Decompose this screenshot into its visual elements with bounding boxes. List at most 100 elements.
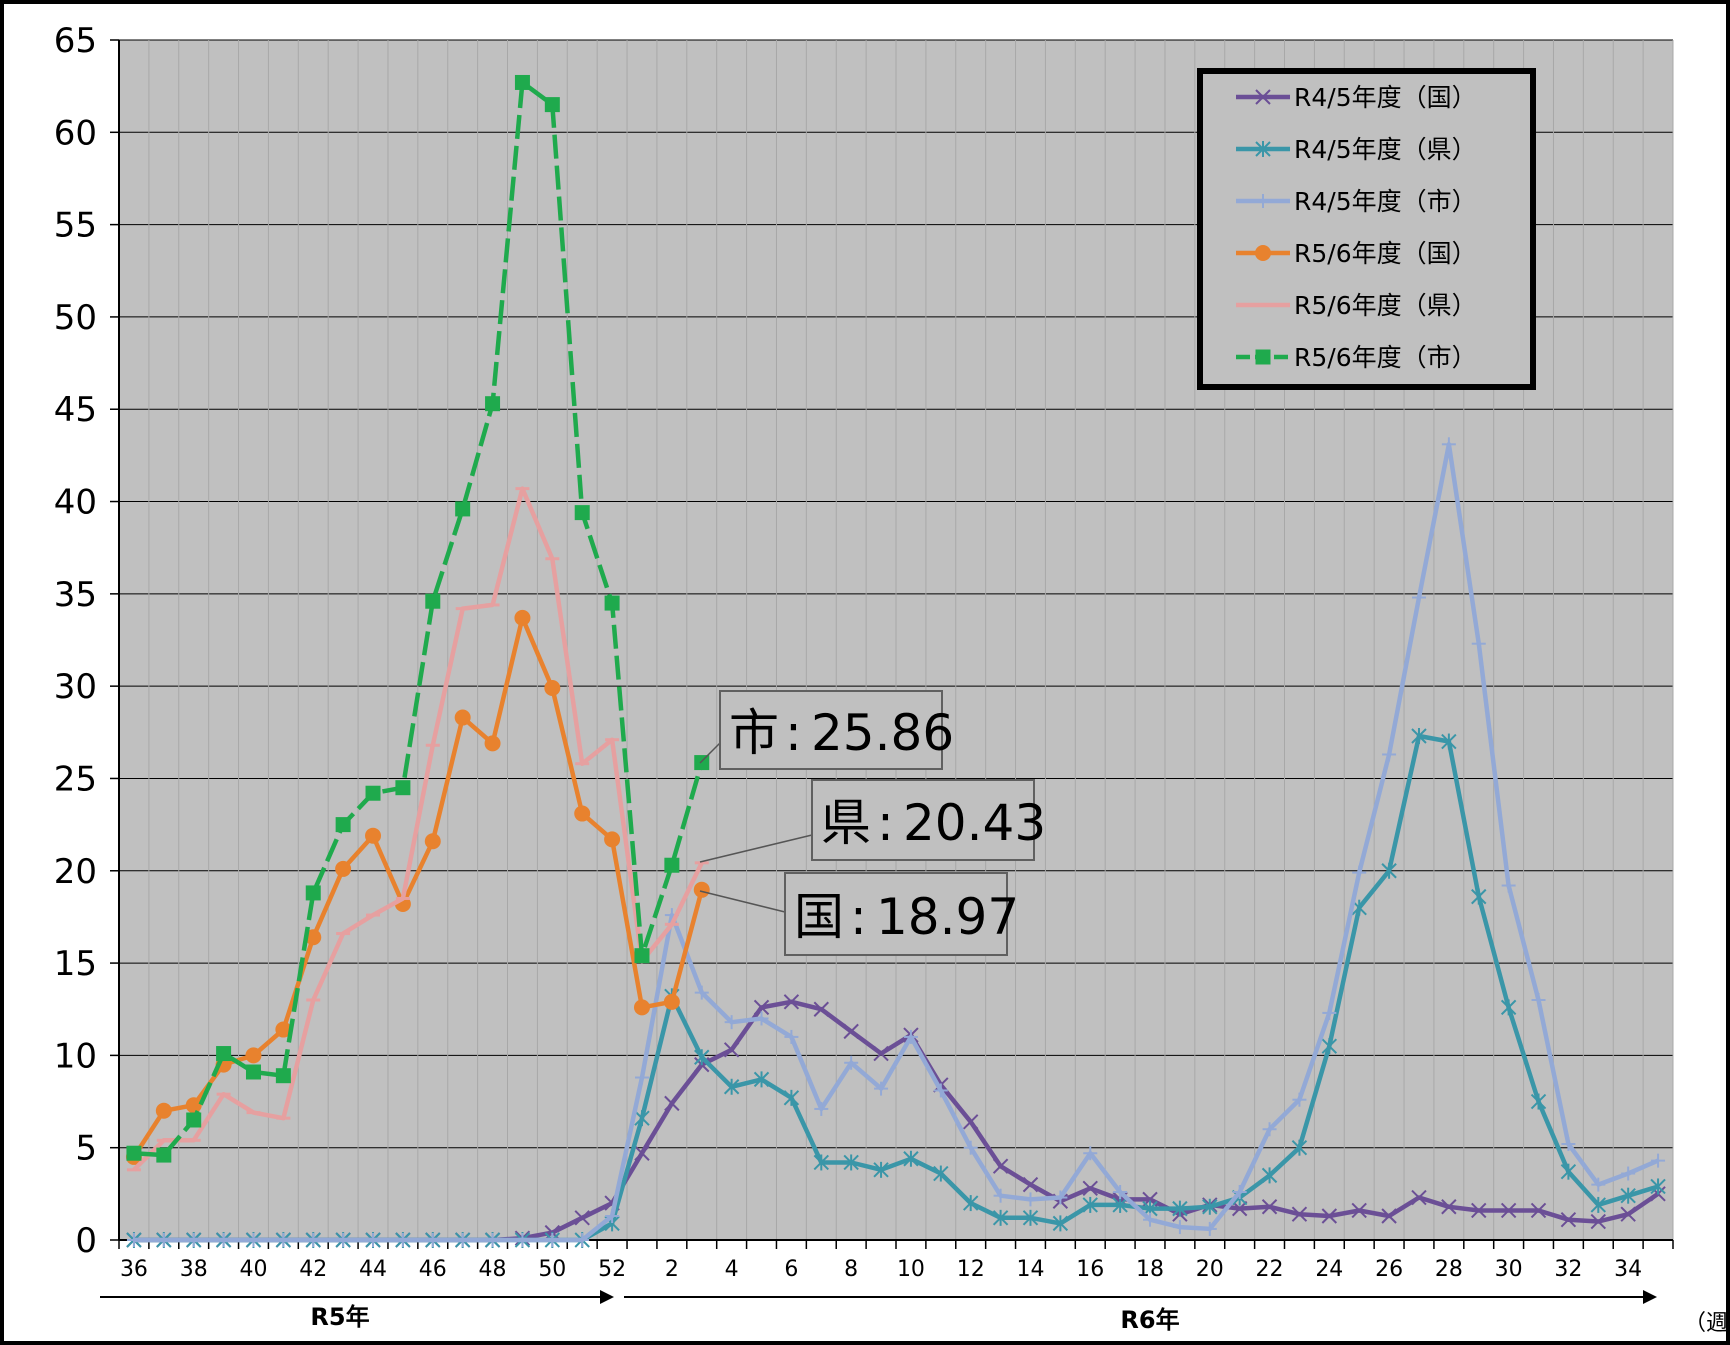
data-point (1621, 1166, 1636, 1181)
y-tick-label: 55 (54, 206, 97, 246)
data-point (1082, 1180, 1098, 1197)
data-point (784, 1029, 799, 1044)
data-point (992, 1209, 1009, 1226)
data-point (1172, 1200, 1188, 1217)
data-point (1620, 1187, 1636, 1204)
data-point (1023, 1192, 1038, 1207)
data-point (813, 1154, 829, 1171)
data-point (844, 1055, 859, 1070)
data-point (605, 1209, 620, 1223)
x-tick-label: 32 (1554, 1257, 1582, 1282)
x-tick-label: 20 (1196, 1257, 1224, 1282)
data-point (1411, 728, 1427, 744)
data-point (155, 1102, 172, 1119)
data-point (1441, 733, 1457, 750)
data-point (216, 1046, 232, 1062)
data-point (514, 609, 531, 626)
series-6 (126, 74, 710, 1163)
x-tick-label: 24 (1315, 1257, 1343, 1282)
data-point (575, 1233, 590, 1247)
data-point (514, 74, 530, 90)
data-point (843, 1154, 859, 1171)
data-point (275, 1021, 292, 1038)
callout-leader (699, 742, 721, 764)
data-point (1202, 1221, 1217, 1236)
data-point (185, 1097, 202, 1114)
series-line (132, 486, 704, 1172)
callout-leader (699, 890, 786, 913)
callout-nation: 国 : 18.97 (699, 872, 1019, 956)
data-point (366, 1233, 381, 1247)
data-point (1261, 1167, 1278, 1184)
y-tick-label: 45 (54, 390, 97, 430)
data-point (216, 1233, 231, 1247)
data-point (1590, 1213, 1606, 1230)
data-point (1261, 1199, 1278, 1215)
data-point (1591, 1177, 1606, 1192)
y-tick-label: 0 (75, 1221, 97, 1261)
callout-box (811, 779, 1035, 861)
data-point (963, 1195, 979, 1212)
data-point (694, 985, 709, 1000)
data-point (186, 1233, 201, 1247)
data-point (874, 1081, 889, 1096)
series-3 (126, 437, 1666, 1247)
period-axis: R5年 R6年 （週 (100, 1290, 1728, 1336)
legend-label: R4/5年度（県） (1294, 135, 1477, 164)
x-tick-label: 46 (419, 1257, 447, 1282)
series-line (133, 80, 704, 1158)
unit-label: （週 (1684, 1311, 1728, 1336)
x-tick-label: 16 (1076, 1257, 1104, 1282)
y-tick-label: 15 (54, 944, 97, 984)
series-4 (125, 609, 710, 1165)
legend: R4/5年度（国） R4/5年度（県） R4/5年度（市） R5/6年度（国） R5/6… (1197, 68, 1536, 390)
data-point (1112, 1196, 1128, 1213)
callout-value: 25.86 (811, 704, 954, 762)
data-point (933, 1083, 948, 1098)
data-point (1651, 1153, 1666, 1168)
x-tick-label: 34 (1614, 1257, 1642, 1282)
data-point (1501, 878, 1516, 893)
y-tick-label: 10 (54, 1036, 97, 1076)
data-point (395, 780, 411, 796)
legend-label: R4/5年度（国） (1294, 83, 1477, 112)
legend-box (1197, 68, 1536, 390)
x-tick-label: 42 (299, 1257, 327, 1282)
legend-item: R4/5年度（国） (1236, 83, 1477, 112)
legend-item: R4/5年度（県） (1236, 135, 1477, 164)
data-point (723, 1042, 740, 1058)
data-point (1291, 1206, 1308, 1222)
callout-label: 県 (821, 794, 871, 852)
y-tick-label: 5 (75, 1129, 97, 1169)
callout-separator: : (785, 704, 802, 762)
data-point (1231, 1200, 1248, 1217)
x-tick-label: 40 (239, 1257, 267, 1282)
data-point (1321, 1038, 1338, 1055)
data-point (1471, 1202, 1487, 1219)
callout-box (719, 690, 943, 770)
data-point (813, 1001, 829, 1017)
data-point (1255, 349, 1271, 365)
legend-label: R5/6年度（県） (1294, 291, 1477, 320)
data-point (1560, 1211, 1577, 1228)
legend-items: R4/5年度（国） R4/5年度（県） R4/5年度（市） R5/6年度（国） R5/6… (1236, 83, 1477, 372)
data-point (634, 1145, 650, 1161)
data-point (275, 1068, 291, 1084)
data-point (634, 1070, 649, 1085)
y-tick-label: 60 (54, 113, 97, 153)
data-point (1590, 1196, 1606, 1213)
series-5 (126, 486, 709, 1172)
callout-box (784, 872, 1008, 956)
data-point (694, 1049, 710, 1066)
data-point (694, 755, 710, 771)
data-point (1022, 1209, 1039, 1226)
data-point (1322, 1005, 1337, 1020)
data-point (1113, 1185, 1128, 1199)
x-tick-label: 28 (1435, 1257, 1463, 1282)
data-point (1255, 141, 1271, 157)
callout-city: 市 : 25.86 (699, 690, 954, 770)
x-tick-label: 30 (1495, 1257, 1523, 1282)
data-point (545, 1233, 560, 1247)
callout-separator: : (877, 794, 894, 852)
data-point (604, 595, 620, 611)
